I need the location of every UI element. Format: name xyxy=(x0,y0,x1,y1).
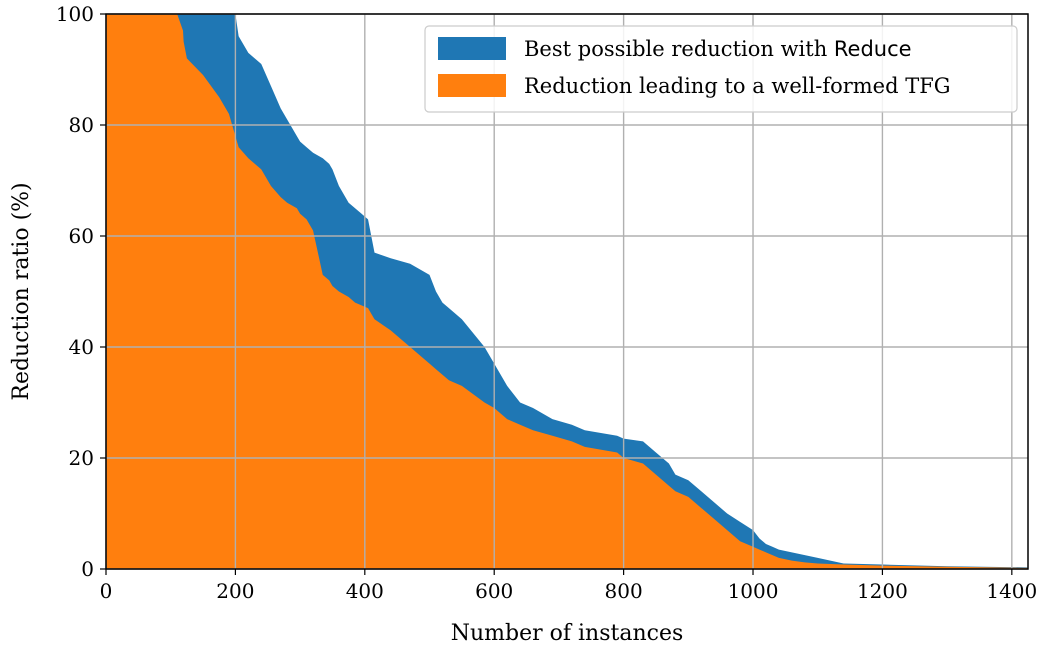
legend-label-best-reduction-prefix: Best possible reduction with xyxy=(524,37,834,61)
legend-label-best-reduction: Best possible reduction with Reduce xyxy=(524,37,912,61)
area-series-1 xyxy=(106,14,1028,569)
y-tick-label: 100 xyxy=(56,2,94,26)
legend-swatch-best-reduction xyxy=(438,37,506,60)
plot-frame xyxy=(105,13,1029,570)
x-axis-label: Number of instances xyxy=(451,621,684,646)
x-tick-label: 1200 xyxy=(857,579,908,603)
y-tick-label: 60 xyxy=(69,224,94,248)
legend-swatch-well-formed xyxy=(438,74,506,97)
y-tick-label: 20 xyxy=(69,446,94,470)
y-tick-label: 80 xyxy=(69,113,94,137)
y-axis-label: Reduction ratio (%) xyxy=(9,182,34,400)
x-tick-label: 600 xyxy=(475,579,513,603)
axis-labels: Number of instances Reduction ratio (%) xyxy=(9,182,683,646)
x-tick-label: 0 xyxy=(100,579,113,603)
legend-box xyxy=(424,25,1018,113)
y-tick-label: 0 xyxy=(81,557,94,581)
area-layer xyxy=(106,14,1028,569)
x-tick-label: 1000 xyxy=(728,579,779,603)
legend: Best possible reduction with Reduce Redu… xyxy=(424,25,1018,113)
legend-label-well-formed: Reduction leading to a well-formed TFG xyxy=(524,74,951,98)
x-tick-label: 400 xyxy=(346,579,384,603)
x-tick-label: 800 xyxy=(605,579,643,603)
x-tick-label: 1400 xyxy=(986,579,1037,603)
legend-label-reduce-keyword: Reduce xyxy=(834,37,912,61)
y-tick-label: 40 xyxy=(69,335,94,359)
axis-layer: 0 200 400 600 800 1000 1200 1400 0 20 40 60 80 100 xyxy=(56,2,1037,603)
x-tick-label: 200 xyxy=(216,579,254,603)
